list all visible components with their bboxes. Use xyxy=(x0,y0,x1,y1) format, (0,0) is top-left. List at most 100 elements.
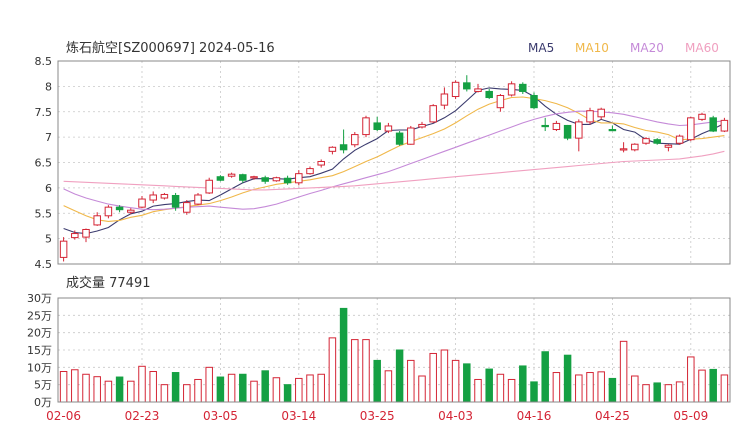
candle xyxy=(295,170,303,186)
candle xyxy=(205,177,213,194)
date-tick-label: 04-03 xyxy=(438,409,473,423)
candle xyxy=(194,192,202,206)
candle xyxy=(429,104,437,123)
candle xyxy=(451,80,460,100)
volume-bar xyxy=(127,380,135,403)
candle-body xyxy=(306,168,314,175)
candle xyxy=(261,175,269,184)
candle-body xyxy=(586,110,594,123)
candle xyxy=(171,192,180,211)
volume-bar xyxy=(395,349,404,403)
candle-body xyxy=(384,125,393,132)
candle-body xyxy=(653,139,661,144)
volume-tick-label: 0万 xyxy=(34,396,52,409)
price-tick-label: 7.5 xyxy=(35,106,53,119)
candle xyxy=(306,166,314,175)
volume-bar xyxy=(339,307,348,403)
candle-body xyxy=(418,123,426,128)
volume-tick-label: 15万 xyxy=(27,344,52,357)
candle-body xyxy=(541,124,549,128)
volume-tick-label: 30万 xyxy=(27,292,52,305)
candle xyxy=(317,159,325,168)
price-y-axis: 8.5 8 7.5 7 6.5 6 5.5 5 4.5 xyxy=(35,55,53,271)
candle-body xyxy=(619,148,628,151)
candle-body xyxy=(608,129,617,132)
candle-body xyxy=(474,88,482,92)
volume-tick-label: 10万 xyxy=(27,361,52,374)
volume-bar xyxy=(429,352,437,403)
volume-tick-label: 20万 xyxy=(27,327,52,340)
date-axis: 02-06 02-23 03-05 03-14 03-25 04-03 04-16 04-25… xyxy=(46,409,708,423)
candle-body xyxy=(138,198,146,208)
volume-bar xyxy=(283,384,292,403)
candle-body xyxy=(451,81,460,98)
price-tick-label: 6 xyxy=(45,182,52,195)
candle xyxy=(675,134,684,145)
price-panel-frame xyxy=(57,60,731,265)
candle-body xyxy=(563,124,572,139)
candle-body xyxy=(720,119,729,132)
candle xyxy=(183,200,191,215)
volume-bar xyxy=(104,380,113,403)
candle xyxy=(272,176,281,182)
volume-bar xyxy=(59,370,68,403)
candle xyxy=(586,107,594,125)
volume-bar xyxy=(709,368,717,403)
volume-bar xyxy=(216,376,225,403)
candle-body xyxy=(317,160,325,166)
candle xyxy=(519,82,527,94)
candle-body xyxy=(339,144,348,151)
candle xyxy=(160,192,169,200)
candle xyxy=(339,129,348,154)
candle-body xyxy=(183,202,191,213)
volume-bar xyxy=(418,375,426,403)
volume-bar xyxy=(384,370,393,403)
price-tick-label: 8.5 xyxy=(35,55,53,68)
price-tick-label: 6.5 xyxy=(35,157,53,170)
candle-body xyxy=(205,179,213,194)
volume-bar xyxy=(698,369,706,403)
price-tick-label: 4.5 xyxy=(35,258,53,271)
candle-body xyxy=(127,209,135,213)
candle xyxy=(440,87,449,110)
candle-body xyxy=(440,93,449,106)
candle-body xyxy=(295,173,303,184)
candle xyxy=(653,138,661,145)
candle xyxy=(227,172,236,178)
candle-body xyxy=(149,194,157,201)
candle xyxy=(138,195,146,209)
candle xyxy=(127,208,135,215)
candle-body xyxy=(93,215,101,226)
volume-bar xyxy=(474,378,482,403)
candle xyxy=(474,83,482,93)
volume-bar xyxy=(351,339,359,403)
candle xyxy=(93,212,101,226)
candlesticks xyxy=(59,75,729,262)
candle xyxy=(608,125,617,132)
volume-bar xyxy=(440,349,449,403)
candle-body xyxy=(351,134,359,146)
volume-bar xyxy=(664,384,673,403)
candle-body xyxy=(59,240,68,258)
candle-body xyxy=(373,122,381,131)
volume-y-axis: 30万 25万 20万 15万 10万 5万 0万 xyxy=(27,292,52,409)
candle xyxy=(71,230,79,240)
candle xyxy=(283,175,292,185)
volume-tick-label: 5万 xyxy=(34,379,52,392)
candle-body xyxy=(160,193,169,199)
candle xyxy=(328,146,337,155)
volume-bar xyxy=(295,377,303,403)
candle-body xyxy=(530,95,538,109)
volume-bar xyxy=(619,340,628,403)
candle xyxy=(507,81,516,97)
candle-body xyxy=(709,117,717,132)
price-tick-label: 8 xyxy=(45,80,52,93)
candle-body xyxy=(698,113,706,120)
candle xyxy=(720,117,729,133)
price-tick-label: 7 xyxy=(45,131,52,144)
candle-body xyxy=(485,90,493,99)
volume-bar xyxy=(496,373,505,403)
candle xyxy=(597,107,605,120)
volume-bar xyxy=(407,359,415,403)
volume-bar xyxy=(687,356,695,403)
